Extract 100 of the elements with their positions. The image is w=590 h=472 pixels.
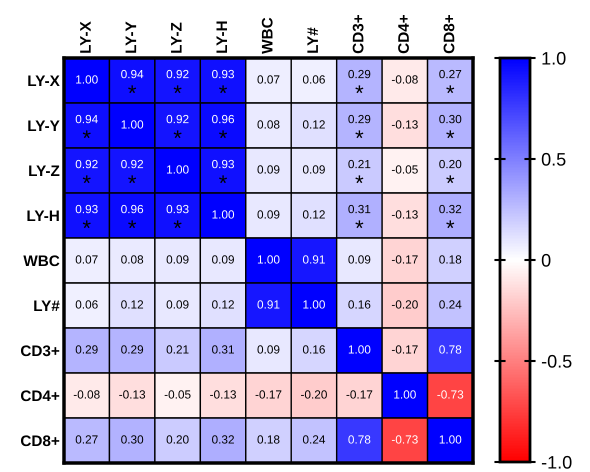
data-label: -0.08	[392, 75, 418, 84]
data-label: 0.31 *	[348, 204, 370, 228]
data-label: -0.17	[392, 255, 418, 264]
data-label: 0.30	[121, 435, 144, 444]
data-label: -0.73	[437, 390, 464, 399]
data-label: 1.00	[348, 345, 370, 354]
data-label: 0.09	[257, 165, 280, 174]
data-label: 0.08	[257, 120, 280, 129]
data-label: 0.29	[121, 345, 144, 354]
data-label: 0.31	[212, 345, 234, 354]
data-label: 0.09	[257, 210, 280, 219]
data-label: 0.21 *	[348, 160, 370, 184]
data-label: 0.91	[257, 300, 280, 309]
x-tick-label: LY-Z	[171, 22, 182, 53]
data-label: -0.13	[210, 390, 236, 399]
data-label: 0.29 *	[348, 70, 370, 94]
data-label: 0.93 *	[166, 204, 189, 228]
data-label: 0.91	[302, 255, 325, 264]
x-tick-label: LY-Y	[126, 22, 136, 53]
data-label: -0.05	[164, 390, 191, 399]
data-label: 0.12	[121, 300, 144, 309]
data-label: 0.09	[302, 165, 325, 174]
color-bar-label: 0	[542, 254, 550, 267]
y-tick-label: CD4+	[20, 390, 60, 402]
data-label: 0.94 *	[121, 70, 144, 94]
y-tick-label: LY-Y	[28, 120, 60, 132]
data-label: 0.07	[257, 75, 280, 84]
data-label: -0.13	[392, 120, 418, 129]
data-label: 1.00	[122, 120, 144, 129]
y-tick-label: WBC	[23, 255, 60, 266]
data-label: 0.09	[257, 345, 280, 354]
data-label: 0.12	[302, 210, 325, 219]
x-tick-label: CD4+	[398, 14, 409, 54]
data-label: -0.05	[392, 165, 418, 174]
color-bar-label: -1.0	[542, 456, 572, 469]
data-label: 0.92 *	[166, 70, 189, 94]
data-label: 0.32 *	[439, 204, 462, 228]
data-label: 0.06	[76, 300, 98, 309]
data-label: -0.13	[392, 210, 418, 219]
data-label: 0.18	[439, 255, 462, 264]
data-label: 1.00	[258, 255, 280, 264]
data-label: 1.00	[212, 210, 234, 219]
data-label: -0.17	[256, 390, 282, 399]
data-label: 0.30 *	[439, 114, 462, 138]
data-label: 0.96 *	[121, 204, 144, 228]
y-tick-label: LY-X	[28, 76, 60, 86]
data-label: 0.21	[166, 345, 189, 354]
data-label: 0.29	[76, 345, 98, 354]
data-label: 0.16	[348, 300, 370, 309]
data-label: 0.16	[302, 345, 325, 354]
data-label: 0.18	[257, 435, 280, 444]
data-label: 1.00	[76, 75, 98, 84]
data-label: 0.92 *	[76, 160, 98, 184]
data-label: 0.92 *	[121, 160, 144, 184]
data-label: 1.00	[440, 435, 462, 444]
data-label: -0.20	[301, 390, 327, 399]
data-label: 0.78	[439, 345, 462, 354]
x-tick-label: CD8+	[444, 14, 454, 54]
y-tick-label: LY#	[34, 300, 60, 312]
data-label: 0.12	[302, 120, 325, 129]
data-label: 0.92 *	[166, 114, 189, 138]
y-tick-label: LY-H	[27, 210, 59, 222]
color-bar-label: 1.0	[542, 52, 566, 65]
data-label: 0.09	[212, 255, 234, 264]
y-tick-label: CD8+	[20, 435, 60, 446]
data-label: 0.27	[76, 435, 98, 444]
data-label: 1.00	[303, 300, 325, 309]
data-label: 0.07	[76, 255, 98, 264]
data-label: 0.20	[166, 435, 189, 444]
x-tick-label: WBC	[262, 18, 273, 54]
data-label: 0.32	[212, 435, 234, 444]
y-tick-label: LY-Z	[29, 166, 60, 176]
data-label: 0.09	[348, 255, 370, 264]
x-tick-label: CD3+	[352, 14, 364, 54]
data-label: 0.27 *	[439, 70, 462, 94]
data-label: 0.96 *	[212, 114, 234, 138]
data-label: -0.73	[392, 435, 418, 444]
data-label: -0.08	[74, 390, 100, 399]
data-label: 0.12	[212, 300, 234, 309]
color-bar-label: 0.5	[542, 152, 566, 166]
x-tick-label: LY#	[307, 27, 318, 53]
data-label: 1.00	[167, 165, 189, 174]
data-label: 0.93 *	[212, 70, 234, 94]
data-label: 0.09	[166, 300, 189, 309]
data-label: 0.93 *	[76, 204, 98, 228]
data-label: -0.20	[392, 300, 418, 309]
color-bar-label: -0.5	[542, 354, 572, 368]
y-tick-label: CD3+	[20, 345, 60, 356]
data-label: 0.24	[302, 435, 326, 444]
x-tick-label: LY-H	[216, 21, 228, 53]
data-label: 0.94 *	[76, 114, 98, 138]
data-label: 0.24	[439, 300, 462, 309]
data-label: -0.17	[346, 390, 372, 399]
data-label: 0.09	[166, 255, 189, 264]
data-label: 0.08	[121, 255, 144, 264]
data-label: 0.93 *	[212, 160, 234, 184]
x-tick-label: LY-X	[80, 21, 91, 53]
data-label: -0.13	[119, 390, 146, 399]
data-label: 0.06	[302, 75, 325, 84]
data-label: -0.17	[392, 345, 418, 354]
